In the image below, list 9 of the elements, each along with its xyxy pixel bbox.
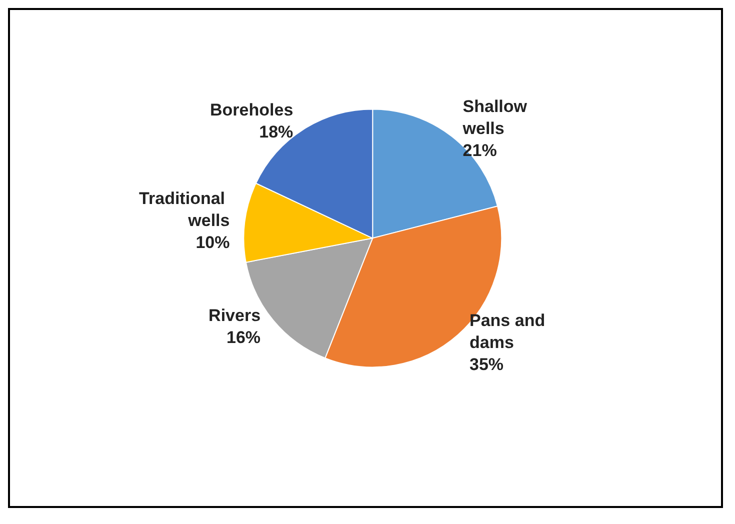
- slice-label: Boreholes: [210, 100, 294, 120]
- data-label: 16%: [226, 328, 261, 348]
- slice-label: Rivers: [208, 306, 261, 326]
- slice-label: Shallow wells: [462, 96, 532, 138]
- slice-label: Pans and dams: [470, 310, 550, 352]
- slice-label: Traditional wells: [139, 189, 230, 230]
- data-label: 10%: [196, 233, 230, 252]
- data-label: 35%: [470, 354, 504, 374]
- data-label: 18%: [259, 122, 294, 142]
